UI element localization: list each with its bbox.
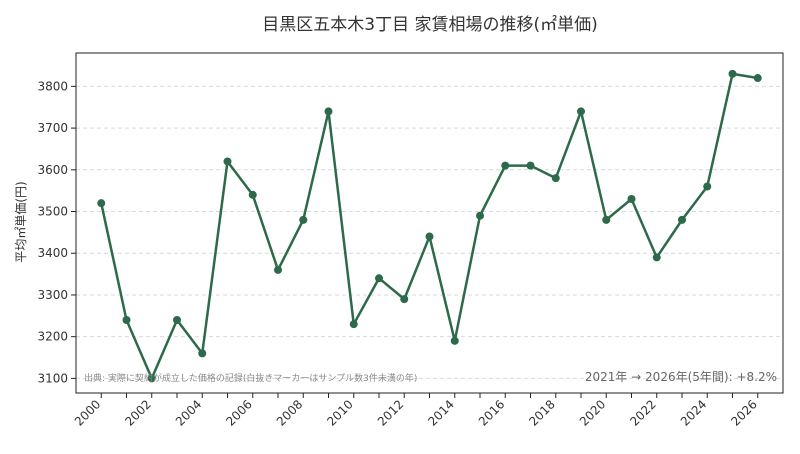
x-tick-label: 2008 [274, 397, 305, 428]
data-point-2003 [173, 315, 181, 324]
data-point-2005 [223, 157, 232, 166]
data-point-2011 [375, 274, 383, 283]
x-tick-label: 2016 [476, 397, 507, 428]
y-tick-label: 3400 [37, 246, 68, 260]
data-point-2019 [577, 107, 585, 116]
x-tick-label: 2004 [173, 397, 204, 428]
series-line-0 [100, 72, 758, 380]
data-point-2002 [147, 374, 156, 383]
data-point-2020 [602, 215, 611, 224]
data-point-2007 [274, 265, 282, 274]
y-tick-label: 3200 [37, 330, 68, 344]
data-point-2006 [248, 190, 257, 199]
x-tick-label: 2002 [122, 397, 153, 428]
data-point-2015 [476, 211, 484, 220]
data-point-2016 [501, 161, 510, 170]
x-tick-label: 2024 [678, 397, 709, 428]
data-point-2001 [122, 315, 131, 324]
y-tick-label: 3600 [37, 163, 68, 177]
source-note: 出典: 実際に契約が成立した価格の記録(白抜きマーカーはサンプル数3件未満の年) [84, 372, 417, 384]
data-point-2010 [349, 320, 358, 329]
y-tick-label: 3700 [37, 121, 68, 135]
plot-area-frame [75, 52, 784, 394]
data-point-2008 [299, 215, 308, 224]
data-point-2024 [703, 182, 712, 191]
data-point-2023 [678, 215, 686, 224]
x-tick-label: 2014 [425, 397, 456, 428]
x-tick-label: 2022 [627, 397, 658, 428]
data-point-2009 [324, 107, 333, 116]
data-point-2025 [728, 69, 737, 78]
x-tick-label: 2026 [728, 397, 759, 428]
y-axis-ticks: 3100 3200 3300 3400 3500 3600 3700 3800 [37, 79, 76, 385]
data-point-2021 [627, 195, 636, 204]
y-tick-label: 3500 [37, 205, 68, 219]
y-tick-label: 3800 [37, 79, 68, 93]
chart-title: 目黒区五本木3丁目 家賃相場の推移(㎡単価) [262, 15, 597, 35]
data-point-2000 [97, 199, 106, 208]
x-tick-label: 2000 [72, 397, 103, 428]
y-axis-label: 平均㎡単価(円) [14, 181, 28, 262]
y-tick-label: 3100 [37, 371, 68, 385]
data-point-2026 [753, 74, 762, 83]
data-point-2022 [652, 253, 661, 262]
data-point-2018 [551, 174, 560, 183]
series-layer [97, 69, 762, 383]
x-tick-label: 2010 [324, 397, 355, 428]
change-annotation: 2021年 → 2026年(5年間): +8.2% [585, 370, 777, 384]
data-point-2013 [425, 232, 434, 241]
x-tick-label: 2006 [223, 397, 254, 428]
x-tick-label: 2018 [526, 397, 557, 428]
data-point-2004 [198, 349, 207, 358]
data-point-2017 [526, 161, 535, 170]
data-point-2014 [450, 336, 459, 345]
x-axis-ticks: 2000 2002 2004 2006 2008 2010 2012 2014 2016 2018… [72, 393, 760, 429]
x-tick-label: 2020 [577, 397, 608, 428]
data-point-2012 [400, 295, 409, 304]
y-tick-label: 3300 [37, 288, 68, 302]
x-tick-label: 2012 [375, 397, 406, 428]
grid-lines [76, 85, 783, 379]
